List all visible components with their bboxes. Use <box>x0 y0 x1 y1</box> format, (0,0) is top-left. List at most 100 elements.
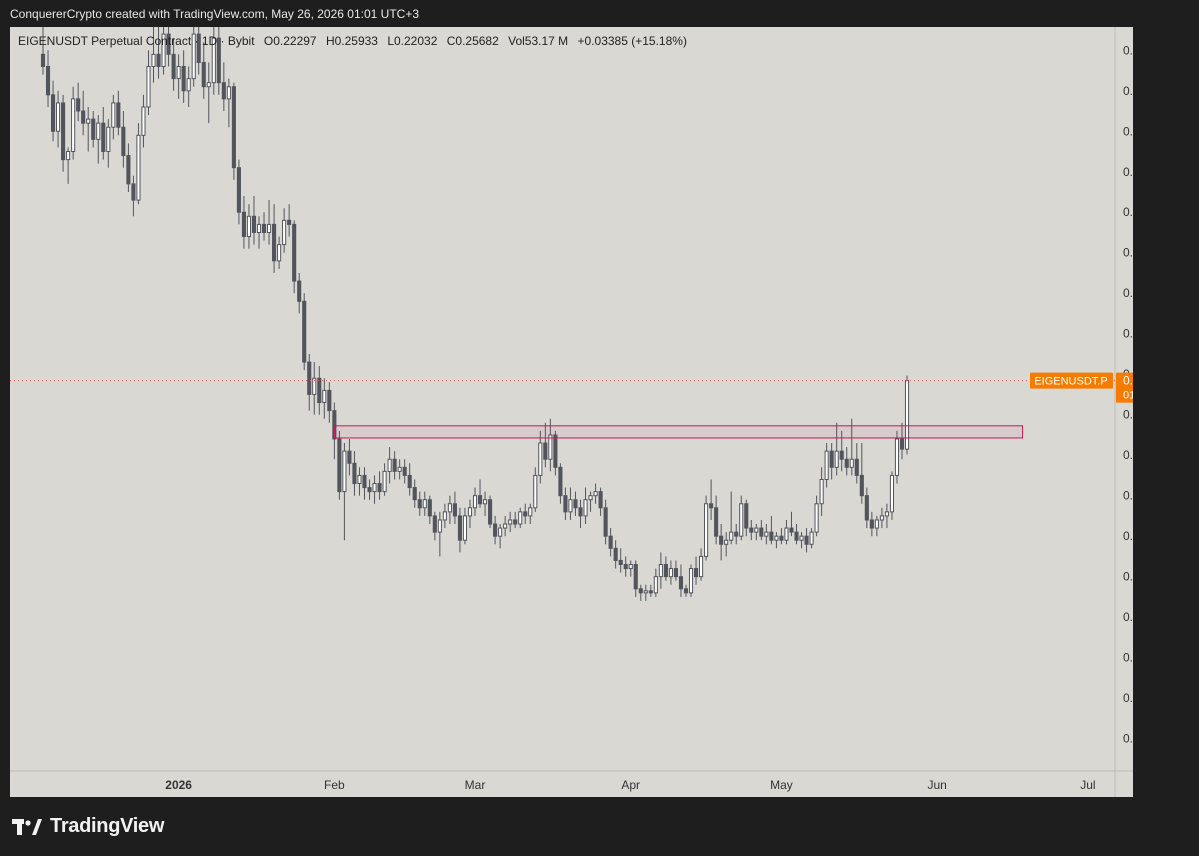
candle-down <box>794 531 799 541</box>
legend-change: +0.03385 (+15.18%) <box>577 34 687 48</box>
candle-up <box>437 519 442 533</box>
candle-down <box>844 458 849 468</box>
time-tick-label: Apr <box>621 778 640 792</box>
resistance-zone[interactable] <box>333 425 1024 439</box>
candle-down <box>201 61 206 88</box>
candle-up <box>136 134 141 201</box>
candle-down <box>563 495 568 513</box>
time-tick-label: Jul <box>1080 778 1095 792</box>
candle-down <box>407 474 412 489</box>
candle-down <box>392 458 397 472</box>
candle-down <box>156 53 161 67</box>
candle-up <box>266 223 272 233</box>
candle-up <box>146 65 151 108</box>
candle-up <box>462 515 468 541</box>
candle-up <box>628 564 633 570</box>
symbol-price-tag-label: EIGENUSDT.P <box>1034 376 1107 388</box>
candle-up <box>372 483 377 493</box>
candle-down <box>578 507 583 517</box>
candle-up <box>226 86 231 100</box>
candle-up <box>86 118 91 124</box>
candle-up <box>472 495 478 509</box>
candle-up <box>889 474 895 513</box>
candle-up <box>518 511 523 525</box>
candle-down <box>61 102 66 161</box>
candle-down <box>719 535 724 545</box>
price-tick-label: 0.30000 <box>1123 286 1133 300</box>
candle-up <box>277 244 282 262</box>
candle-down <box>40 53 46 67</box>
candle-up <box>538 442 543 476</box>
symbol-price-tag[interactable] <box>1030 372 1113 389</box>
price-tick-label: 0.32000 <box>1123 246 1133 260</box>
symbol-name[interactable]: EIGENUSDT Perpetual Contract · 1D · Bybi… <box>18 34 255 48</box>
candle-down <box>50 94 56 132</box>
time-tick-label: Feb <box>324 778 345 792</box>
candle-down <box>261 223 267 233</box>
candle-up <box>96 122 101 140</box>
tradingview-logo-icon <box>12 817 42 837</box>
price-chart[interactable]: 0.42000 0.40000 0.38000 0.36000 0.34000 0.320… <box>10 27 1133 797</box>
candle-up <box>151 53 156 67</box>
chart-attribution: ConquererCrypto created with TradingView… <box>10 7 419 21</box>
candle-down <box>553 434 558 468</box>
candle-up <box>668 568 673 578</box>
candle-down <box>864 495 869 521</box>
candle-down <box>302 300 307 363</box>
candle-down <box>623 564 628 570</box>
candle-down <box>221 82 226 100</box>
candle-down <box>131 183 136 201</box>
candle-down <box>337 438 342 493</box>
candle-up <box>312 377 317 395</box>
candle-down <box>477 495 483 505</box>
candle-up <box>442 511 447 521</box>
time-tick-label: Mar <box>465 778 486 792</box>
candle-down <box>45 65 51 96</box>
price-tick-label: 0.42000 <box>1123 43 1133 57</box>
candle-up <box>71 98 76 153</box>
candle-down <box>181 65 186 92</box>
candle-up <box>282 219 287 246</box>
candle-up <box>724 539 729 545</box>
candle-up <box>508 519 513 525</box>
chart-panel[interactable]: 0.42000 0.40000 0.38000 0.36000 0.34000 0.320… <box>10 27 1133 797</box>
candle-up <box>141 106 146 136</box>
candle-down <box>558 466 563 497</box>
candle-down <box>749 527 754 533</box>
price-tick-label: 0.20000 <box>1123 489 1133 503</box>
tradingview-logo[interactable]: TradingView <box>12 815 164 838</box>
candle-up <box>342 450 347 493</box>
candle-down <box>603 507 608 537</box>
candle-up <box>729 531 734 541</box>
candle-down <box>543 442 548 460</box>
candle-down <box>101 122 106 153</box>
candle-up <box>447 503 452 513</box>
candle-down <box>121 126 126 157</box>
price-tick-label: 0.18000 <box>1123 529 1133 543</box>
candle-up <box>528 507 533 517</box>
candle-down <box>608 535 613 549</box>
candle-down <box>327 389 332 412</box>
candle-down <box>869 519 874 529</box>
candle-down <box>251 215 257 233</box>
candle-up <box>643 590 648 594</box>
candle-down <box>744 503 749 529</box>
time-tick-label: Jun <box>927 778 946 792</box>
candle-down <box>241 211 246 238</box>
price-tick-label: 0.36000 <box>1123 165 1133 179</box>
candle-up <box>583 499 588 517</box>
candle-up <box>688 568 694 594</box>
candle-up <box>754 527 759 533</box>
candle-up <box>161 33 166 67</box>
last-price-tag[interactable] <box>1116 372 1133 403</box>
candle-up <box>467 507 473 517</box>
legend-high: H0.25933 <box>325 34 378 48</box>
candle-up <box>387 458 392 472</box>
candle-down <box>598 491 603 509</box>
price-tick-label: 0.24000 <box>1123 408 1133 422</box>
candle-up <box>819 478 824 505</box>
candle-down <box>377 483 382 493</box>
price-tick-label: 0.34000 <box>1123 205 1133 219</box>
candle-down <box>402 466 407 476</box>
candle-up <box>246 215 252 238</box>
